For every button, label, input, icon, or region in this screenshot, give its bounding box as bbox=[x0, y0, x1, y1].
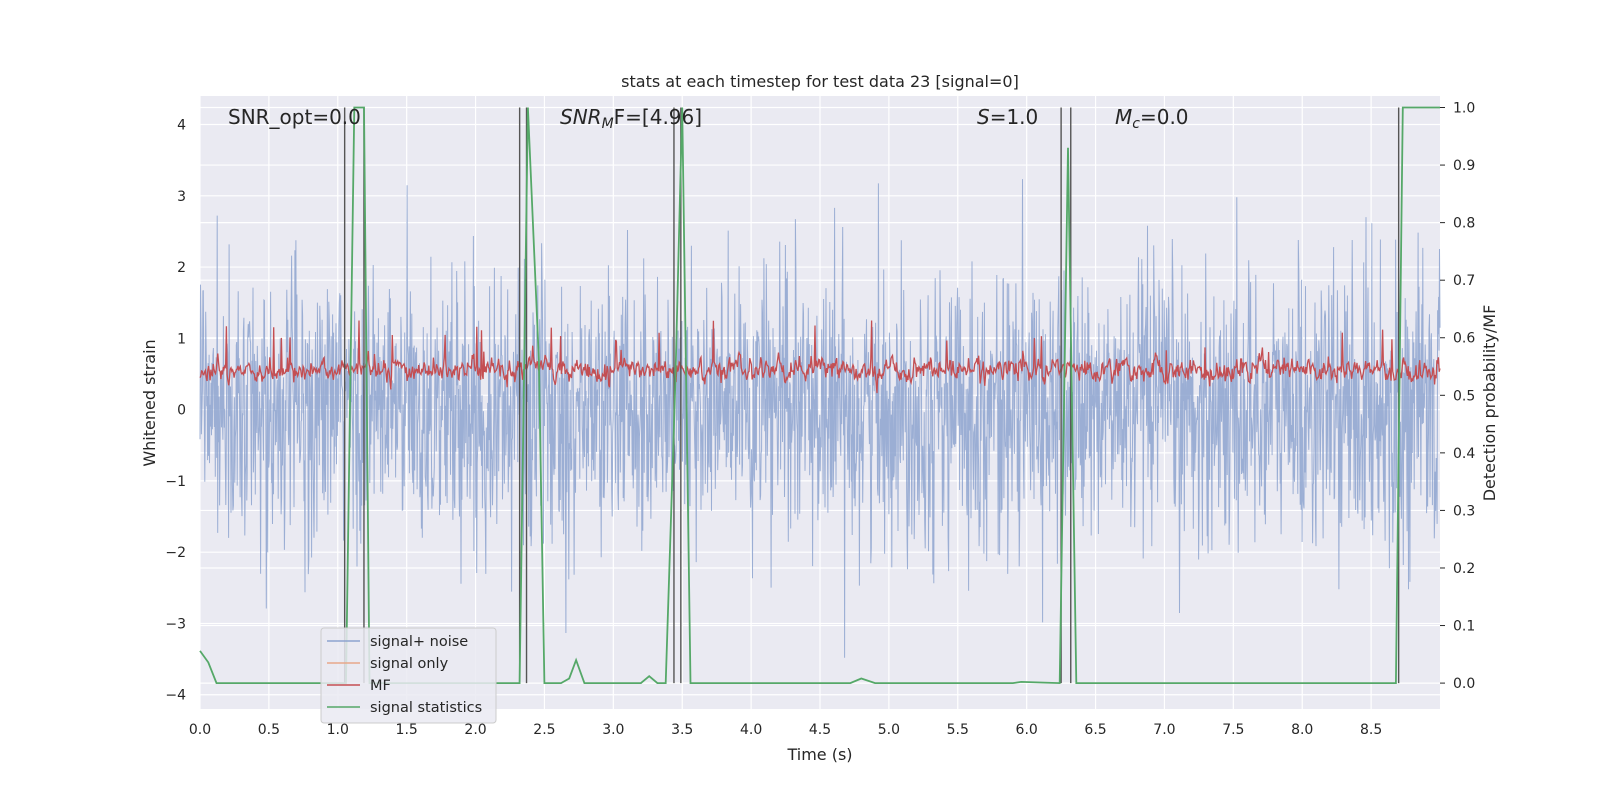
x-tick-label: 4.5 bbox=[809, 722, 831, 738]
y-axis-label-left: Whitened strain bbox=[140, 339, 159, 466]
y-tick-label-left: 1 bbox=[177, 331, 186, 347]
y-tick-label-left: 0 bbox=[177, 403, 186, 419]
x-tick-label: 6.5 bbox=[1084, 722, 1106, 738]
x-tick-label: 6.0 bbox=[1016, 722, 1038, 738]
y-tick-label-left: −1 bbox=[165, 474, 186, 490]
x-tick-label: 2.0 bbox=[464, 722, 486, 738]
x-tick-label: 5.5 bbox=[947, 722, 969, 738]
legend-box bbox=[320, 627, 497, 724]
y-tick-label-left: 2 bbox=[177, 260, 186, 276]
y-tick-label-left: 4 bbox=[177, 118, 186, 134]
x-tick-label: 2.5 bbox=[533, 722, 555, 738]
y-tick-label-right: 0.2 bbox=[1453, 561, 1475, 577]
signal-statistics-series bbox=[199, 106, 1440, 685]
legend-label-noise: signal+ noise bbox=[370, 634, 468, 650]
signal-statistics-line bbox=[199, 106, 1440, 685]
y-tick-label-right: 0.4 bbox=[1453, 446, 1475, 462]
x-tick-label: 1.0 bbox=[327, 722, 349, 738]
y-tick-label-right: 0.1 bbox=[1453, 619, 1475, 635]
x-tick-labels: 0.0 0.5 1.0 1.5 2.0 2.5 3.0 3.5 4.0 4.5 5.0 5.5 6.0 6… bbox=[189, 722, 1382, 738]
y-tick-label-right: 0.7 bbox=[1453, 273, 1475, 289]
vertical-markers bbox=[343, 107, 1400, 684]
legend-label-mf: MF bbox=[370, 678, 391, 694]
annotation-mc: Mc=0.0 bbox=[1115, 105, 1189, 132]
x-tick-label: 1.5 bbox=[396, 722, 418, 738]
y-tick-label-right: 0.5 bbox=[1453, 388, 1475, 404]
noise-series bbox=[199, 179, 1441, 658]
x-tick-label: 8.0 bbox=[1291, 722, 1313, 738]
mf-series bbox=[199, 320, 1441, 394]
x-tick-label: 0.0 bbox=[189, 722, 211, 738]
y-tick-label-left: 3 bbox=[177, 189, 186, 205]
y-tick-label-left: −3 bbox=[165, 616, 186, 632]
y-tick-label-left: −4 bbox=[165, 688, 186, 704]
x-tick-label: 5.0 bbox=[878, 722, 900, 738]
y-tick-label-right: 0.6 bbox=[1453, 331, 1475, 347]
legend: signal+ noise signal only MF signal stat… bbox=[320, 627, 497, 724]
y-tick-label-right: 0.0 bbox=[1453, 676, 1475, 692]
y-tick-label-right: 1.0 bbox=[1453, 101, 1475, 117]
annotation-snr-mf: SNRMF=[4.96] bbox=[560, 105, 702, 132]
x-tick-label: 0.5 bbox=[258, 722, 280, 738]
annotation-snr-opt: SNR_opt=0.0 bbox=[228, 105, 361, 129]
x-tick-label: 3.0 bbox=[602, 722, 624, 738]
y-axis-label-right: Detection probability/MF bbox=[1480, 305, 1499, 502]
x-tick-label: 7.5 bbox=[1222, 722, 1244, 738]
x-tick-label: 7.0 bbox=[1153, 722, 1175, 738]
x-tick-label: 4.0 bbox=[740, 722, 762, 738]
x-axis-label: Time (s) bbox=[786, 745, 852, 764]
annotation-s: S=1.0 bbox=[977, 105, 1038, 129]
y-tick-labels-right: 1.0 0.9 0.8 0.7 0.6 0.5 0.4 0.3 0.2 0.1 0.0 bbox=[1440, 101, 1475, 692]
legend-label-signal-only: signal only bbox=[370, 656, 449, 672]
x-tick-label: 8.5 bbox=[1360, 722, 1382, 738]
noise-line bbox=[199, 179, 1441, 658]
chart-title: stats at each timestep for test data 23 … bbox=[621, 72, 1019, 91]
legend-label-stats: signal statistics bbox=[370, 700, 482, 716]
x-tick-label: 3.5 bbox=[671, 722, 693, 738]
mf-line bbox=[199, 320, 1441, 394]
grid-lines bbox=[199, 96, 1440, 709]
y-tick-label-right: 0.3 bbox=[1453, 503, 1475, 519]
y-tick-label-right: 0.8 bbox=[1453, 216, 1475, 232]
y-tick-label-right: 0.9 bbox=[1453, 158, 1475, 174]
y-tick-label-left: −2 bbox=[165, 545, 186, 561]
y-tick-labels-left: 4 3 2 1 0 −1 −2 −3 −4 bbox=[165, 118, 186, 704]
